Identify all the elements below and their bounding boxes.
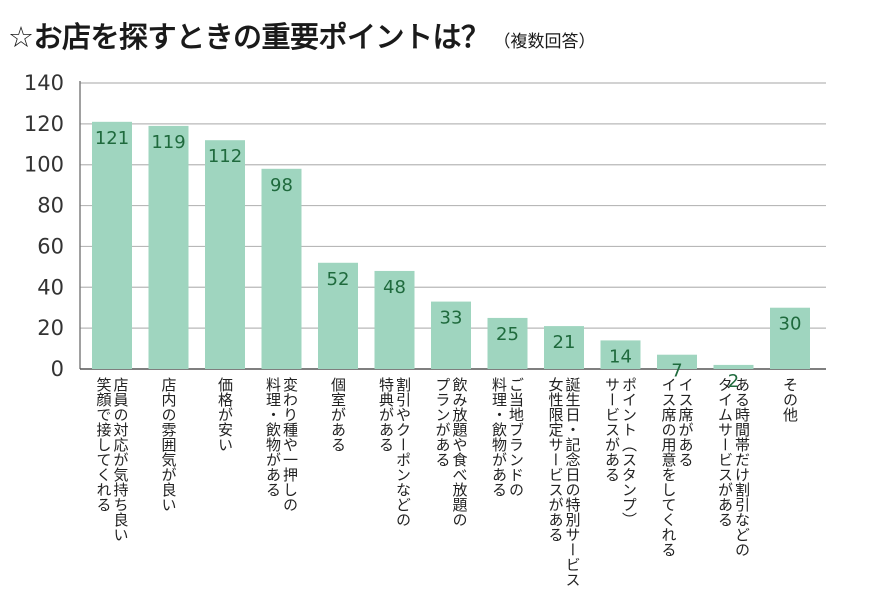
bar-0 [92, 121, 132, 369]
data-label-9: 14 [609, 346, 632, 367]
data-label-11: 2 [728, 371, 739, 392]
y-tick-label-20: 20 [37, 316, 64, 340]
category-label-11-1: タイムサービスがある [716, 377, 734, 527]
data-label-10: 7 [671, 361, 682, 382]
category-label-7-1: 料理・飲物がある [490, 377, 508, 497]
bar-7 [487, 317, 528, 369]
data-label-3: 98 [270, 175, 293, 196]
bar-10 [657, 354, 697, 369]
y-tick-label-60: 60 [37, 234, 64, 258]
category-label-0-0: 店員の対応が気持ち良い [112, 377, 130, 542]
data-label-12: 30 [779, 314, 802, 335]
category-label-2-0: 価格が安い [216, 377, 234, 452]
y-tick-label-40: 40 [37, 275, 64, 299]
bar-9 [600, 340, 641, 369]
category-label-5-1: 特典がある [377, 377, 395, 452]
bar-8 [544, 326, 584, 369]
bar-3 [261, 168, 302, 369]
category-label-4-0: 個室がある [329, 377, 347, 452]
category-label-1-0: 店内の雰囲気が良い [160, 377, 178, 512]
category-label-11-0: ある時間帯だけ割引などの [733, 377, 751, 557]
bar-6 [431, 301, 471, 369]
bar-12 [770, 307, 810, 369]
y-tick-label-0: 0 [51, 357, 64, 381]
category-label-10-0: イス席がある [677, 377, 695, 467]
category-label-3-1: 料理・飲物がある [264, 377, 282, 497]
bars [92, 121, 810, 370]
category-label-6-0: 飲み放題や食べ放題の [451, 377, 469, 527]
y-axis: 0 20 40 60 80 100 120 140 [24, 71, 826, 381]
category-label-8-1: 女性限定サービスがある [547, 376, 565, 542]
category-label-10-1: イス席の用意をしてくれる [660, 377, 678, 557]
category-label-3-0: 変わり種や一押しの [281, 377, 299, 512]
y-tick-label-140: 140 [24, 71, 64, 95]
category-label-9-1: サービスがある [603, 377, 621, 482]
chart-subtitle: （複数回答） [493, 32, 596, 52]
bar-1 [148, 125, 189, 370]
category-label-12-0: その他 [781, 377, 799, 423]
data-label-1: 119 [151, 132, 185, 153]
data-label-7: 25 [496, 324, 519, 345]
y-tick-label-100: 100 [24, 153, 64, 177]
bar-4 [318, 262, 358, 369]
data-label-0: 121 [95, 128, 129, 149]
chart-title-block: ☆お店を探すときの重要ポイントは？ （複数回答） [8, 14, 596, 58]
y-tick-label-80: 80 [37, 194, 64, 218]
bar-2 [205, 140, 245, 369]
data-label-8: 21 [553, 332, 576, 353]
y-tick-label-120: 120 [24, 112, 64, 136]
data-label-4: 52 [327, 269, 350, 290]
category-label-5-0: 割引やクーポンなどの [394, 377, 412, 527]
bar-11 [713, 364, 754, 369]
data-labels: 121 119 112 98 52 48 33 25 21 14 7 2 30 [95, 128, 802, 392]
bar-5 [374, 270, 415, 369]
chart-title: ☆お店を探すときの重要ポイントは？ [8, 20, 490, 54]
category-label-0-1: 笑顔で接してくれる [95, 377, 113, 512]
grid-lines [80, 82, 826, 329]
data-label-5: 48 [383, 277, 406, 298]
data-label-2: 112 [208, 146, 242, 167]
category-label-6-1: プランがある [434, 377, 452, 467]
category-label-7-0: ご当地ブランドの [507, 377, 525, 497]
data-label-6: 33 [440, 308, 463, 329]
category-label-9-0: ポイント（スタンプ） [620, 377, 638, 527]
category-label-8-0: 誕生日・記念日の特別サービス [564, 377, 582, 587]
